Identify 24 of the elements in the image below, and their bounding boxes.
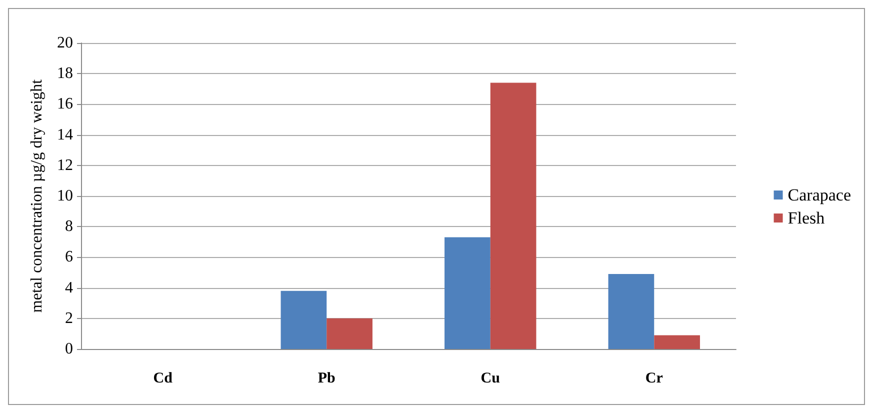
legend-label: Flesh: [788, 208, 826, 228]
y-tick-label: 14: [57, 126, 73, 144]
bar: [326, 318, 372, 349]
bar: [444, 237, 490, 349]
y-tick-label: 6: [65, 248, 73, 266]
y-tick-label: 4: [65, 279, 73, 296]
x-tick-label: Cd: [153, 370, 174, 386]
y-tick-label: 20: [57, 34, 73, 52]
y-tick-label: 8: [65, 218, 73, 236]
y-tick-label: 10: [57, 188, 73, 204]
y-tick-label: 2: [65, 310, 73, 327]
y-axis-title: metal concentration µg/g dry weight: [28, 78, 46, 313]
bar: [490, 82, 536, 349]
y-tick-label: 0: [65, 340, 73, 358]
y-tick-label: 12: [57, 156, 73, 174]
y-tick-label: 16: [57, 96, 73, 113]
bar: [654, 335, 700, 349]
legend-label: Carapace: [788, 186, 852, 204]
bar: [280, 290, 327, 349]
x-tick-label: Cu: [480, 370, 500, 386]
x-tick-label: Pb: [318, 370, 336, 386]
y-tick-label: 18: [57, 65, 73, 82]
bar: [608, 274, 654, 349]
x-tick-label: Cr: [645, 370, 664, 386]
